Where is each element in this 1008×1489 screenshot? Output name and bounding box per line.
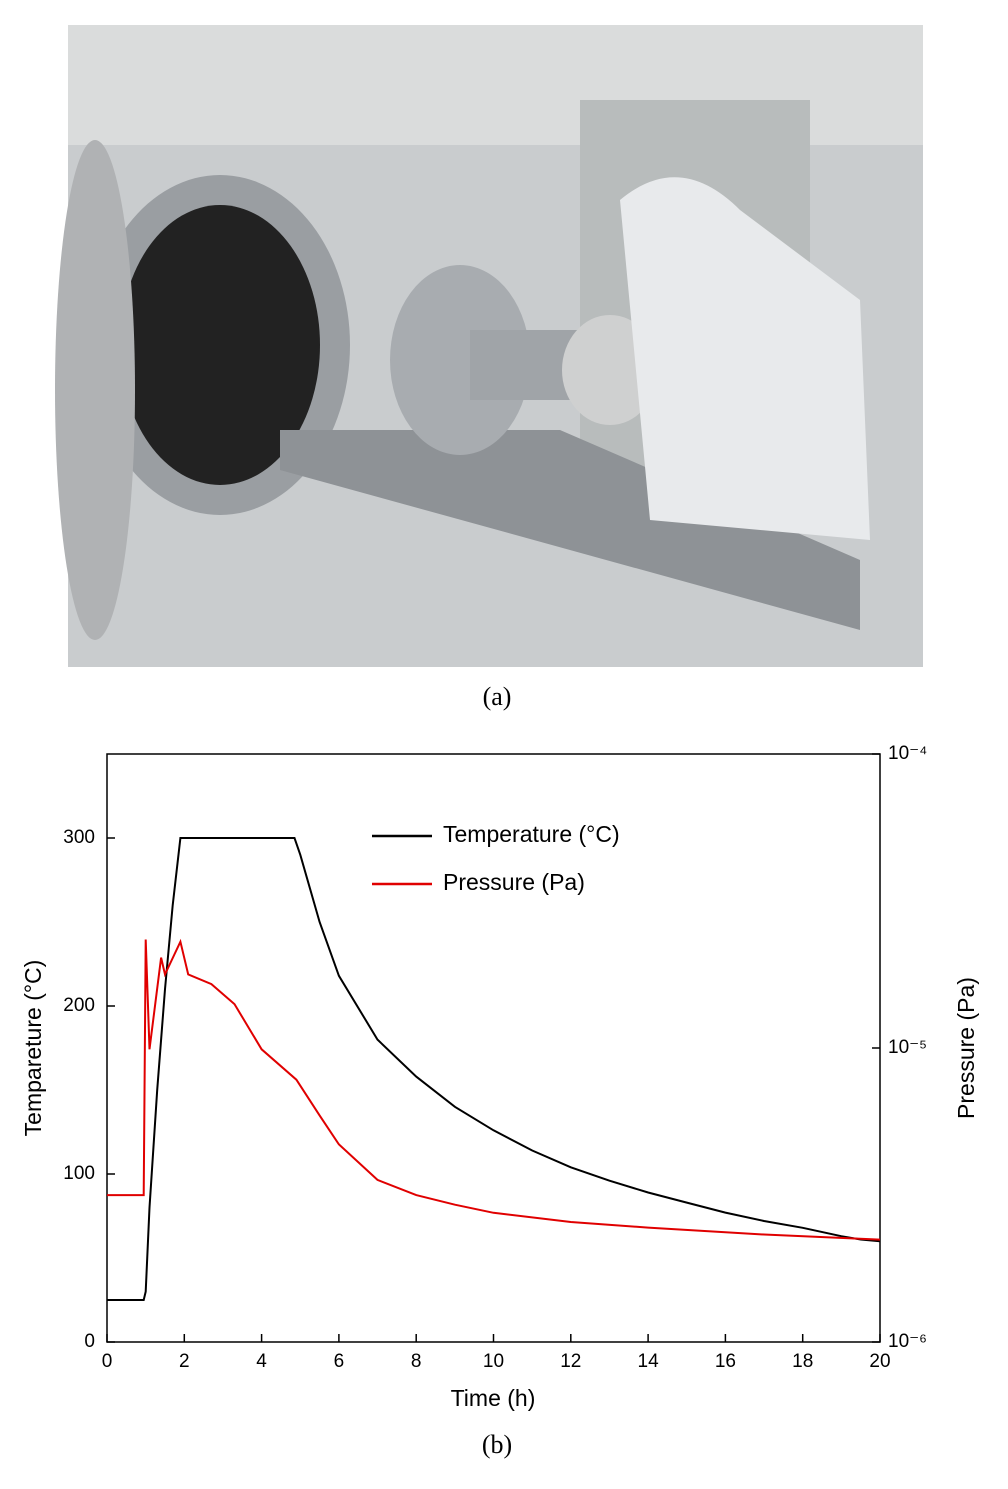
x-tick-label: 12 xyxy=(560,1351,581,1372)
y-tick-label: 300 xyxy=(63,827,95,848)
x-axis-title: Time (h) xyxy=(451,1385,536,1411)
y2-axis-title: Pressure (Pa) xyxy=(953,977,979,1119)
x-tick-label: 18 xyxy=(792,1351,813,1372)
x-tick-label: 8 xyxy=(411,1351,422,1372)
data-line xyxy=(107,837,881,1301)
legend-label: Pressure (Pa) xyxy=(443,869,585,895)
x-tick-label: 2 xyxy=(179,1351,190,1372)
x-tick-label: 0 xyxy=(102,1351,113,1372)
caption: (a) xyxy=(483,682,512,711)
y-axis-title: Tempareture (°C) xyxy=(20,960,46,1137)
data-line xyxy=(107,938,881,1241)
x-tick-label: 14 xyxy=(638,1351,660,1372)
y2-tick-label: 10⁻⁴ xyxy=(888,743,927,764)
legend-label: Temperature (°C) xyxy=(443,821,620,847)
x-tick-label: 6 xyxy=(334,1351,345,1372)
caption: (b) xyxy=(482,1430,512,1459)
x-tick-label: 10 xyxy=(483,1351,504,1372)
y2-tick-label: 10⁻⁶ xyxy=(888,1331,927,1352)
x-tick-label: 16 xyxy=(715,1351,736,1372)
y-tick-label: 200 xyxy=(63,995,95,1016)
y2-tick-label: 10⁻⁵ xyxy=(888,1037,927,1058)
x-tick-label: 20 xyxy=(869,1351,890,1372)
x-tick-label: 4 xyxy=(256,1351,267,1372)
y-tick-label: 100 xyxy=(63,1163,95,1184)
photo xyxy=(55,25,923,667)
y-tick-label: 0 xyxy=(84,1331,95,1352)
